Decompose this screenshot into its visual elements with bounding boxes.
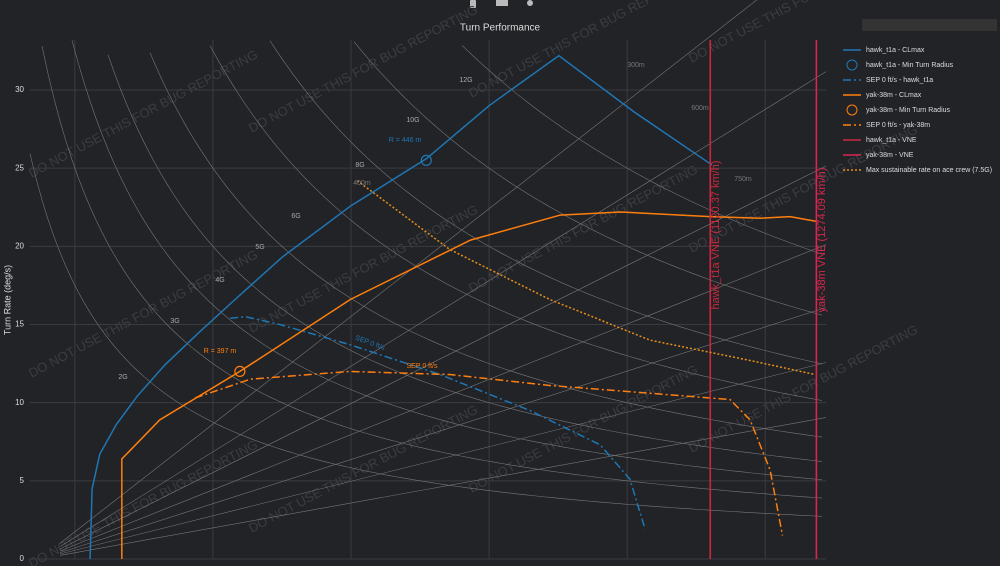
annotation: yak-38m VNE (1274.09 km/h) [816,168,828,313]
annotation: SEP 0 ft/s [354,335,386,352]
watermark: DO NOT USE THIS FOR BUG REPORTING [26,247,260,381]
y-tick-label: 20 [15,241,24,250]
y-tick-label: 10 [15,398,24,407]
guide-line [59,71,827,547]
watermark: DO NOT USE THIS FOR BUG REPORTING [246,202,480,336]
annotation: 750m [734,176,752,183]
legend-item[interactable]: hawk_t1a - CLmax [843,47,925,54]
annotation: 3G [170,318,179,325]
legend-label: hawk_t1a - CLmax [866,47,925,54]
guide-line [59,165,827,550]
watermark: DO NOT USE THIS FOR BUG REPORTING [26,47,260,181]
watermark: DO NOT USE THIS FOR BUG REPORTING [26,437,260,566]
annotation: 300m [627,62,645,69]
guide-curve [353,41,823,316]
toolbar-icon[interactable] [470,0,476,8]
min-radius-marker [234,365,246,378]
legend-item[interactable]: SEP 0 ft/s - yak-38m [843,122,930,129]
legend-item[interactable]: hawk_t1a - Min Turn Radius [846,59,954,71]
annotation: 2G [118,374,127,381]
annotation: hawk_t1a VNE (1120.37 km/h) [710,161,722,310]
annotation: 12G [459,77,472,84]
toolbar[interactable] [470,0,997,31]
y-tick-label: 5 [20,476,25,485]
legend-label: SEP 0 ft/s - hawk_t1a [866,77,933,84]
annotation: 5G [255,244,264,251]
legend-label: hawk_t1a - VNE [866,137,917,144]
legend-symbol [846,59,858,71]
annotation: 10G [406,117,419,124]
legend-label: yak-38m - CLmax [866,92,922,99]
annotation: 8G [355,162,364,169]
series-line [230,315,646,530]
annotation: 4G [215,277,224,284]
legend-item[interactable]: Max sustainable rate on ace crew (7.5G) [843,167,992,174]
guide-line [59,244,827,552]
guide-line [59,0,758,544]
guide-curve [107,54,823,462]
toolbar-icon[interactable] [527,0,533,6]
legend-item[interactable]: hawk_t1a - VNE [843,137,917,144]
legend-label: yak-38m - VNE [866,152,914,159]
legend-label: SEP 0 ft/s - yak-38m [866,122,930,129]
watermark: DO NOT USE THIS FOR BUG REPORTING [466,0,700,101]
guide-line [59,417,827,556]
annotation: R = 397 m [204,348,237,355]
legend-item[interactable]: yak-38m - CLmax [843,92,922,99]
series-line [194,370,784,536]
guide-curve [209,45,823,401]
plot [89,40,818,559]
y-tick-label: 30 [15,85,24,94]
watermark: DO NOT USE THIS FOR BUG REPORTING [246,2,480,136]
guide-curve [29,153,823,517]
guide-line [59,362,827,555]
y-axis-label: Turn Rate (deg/s) [2,265,12,335]
guide-curve [461,45,823,255]
guide-curve [41,45,823,499]
y-tick-label: 15 [15,320,24,329]
guide-line [59,307,827,553]
annotation: 6G [291,213,300,220]
legend-label: hawk_t1a - Min Turn Radius [866,62,954,69]
y-tick-label: 0 [20,554,25,563]
annotation: 400m [353,180,371,187]
legend-label: yak-38m - Min Turn Radius [866,107,951,114]
guide-curve [71,40,823,481]
legend-item[interactable]: yak-38m - VNE [843,152,914,159]
series-line [121,211,817,559]
legend-item[interactable]: SEP 0 ft/s - hawk_t1a [843,77,933,84]
annotation: SEP 0 ft/s [407,363,438,370]
modebar[interactable] [862,19,997,31]
legend-item[interactable]: yak-38m - Min Turn Radius [846,104,951,116]
guide-curve [269,40,823,365]
y-tick-label: 25 [15,163,24,172]
toolbar-icon[interactable] [496,0,508,6]
watermark: DO NOT USE THIS FOR BUG REPORTING [686,0,920,66]
series-line [89,54,713,559]
min-radius-marker [420,154,432,166]
annotation: 600m [691,105,709,112]
series-line [356,180,816,376]
chart-title: Turn Performance [460,23,541,34]
annotation: R = 446 m [389,137,422,144]
legend-symbol [846,104,858,116]
legend-label: Max sustainable rate on ace crew (7.5G) [866,167,992,174]
